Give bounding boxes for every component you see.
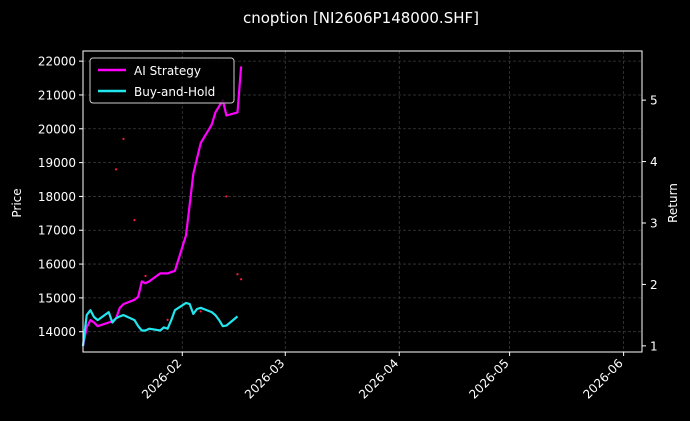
left-y-tick-label: 14000 bbox=[38, 325, 76, 339]
left-y-tick-label: 20000 bbox=[38, 122, 76, 136]
signal-marker bbox=[133, 219, 136, 222]
signal-marker bbox=[166, 318, 169, 321]
series-line-buy-and-hold bbox=[81, 301, 239, 347]
left-y-tick-label: 17000 bbox=[38, 224, 76, 238]
signal-marker bbox=[114, 168, 118, 171]
signal-marker bbox=[199, 310, 202, 313]
right-y-tick-label: 2 bbox=[650, 278, 658, 292]
signal-marker bbox=[240, 278, 243, 281]
signal-marker bbox=[225, 195, 228, 198]
left-axis-label: Price bbox=[10, 188, 24, 217]
right-y-tick-label: 1 bbox=[650, 339, 658, 353]
signal-marker bbox=[236, 273, 239, 276]
left-y-tick-label: 15000 bbox=[38, 291, 76, 305]
series-layer bbox=[81, 66, 243, 347]
left-y-tick-label: 19000 bbox=[38, 156, 76, 170]
plot-frame bbox=[82, 50, 643, 353]
right-axis: 1 2 3 4 5 bbox=[642, 94, 658, 353]
signal-marker bbox=[144, 274, 147, 278]
signal-marker bbox=[122, 137, 125, 141]
right-y-tick-label: 4 bbox=[650, 155, 658, 169]
left-y-tick-label: 18000 bbox=[38, 190, 76, 204]
left-y-tick-label: 21000 bbox=[38, 88, 76, 102]
right-axis-label: Return bbox=[666, 183, 680, 223]
left-y-tick-label: 16000 bbox=[38, 258, 76, 272]
left-axis: 14000 15000 16000 17000 18000 19000 20000 21000… bbox=[38, 55, 83, 339]
left-y-tick-label: 22000 bbox=[38, 55, 76, 69]
series-line-ai-strategy bbox=[81, 66, 243, 347]
chart-title: cnoption [NI2606P148000.SHF] bbox=[243, 9, 479, 27]
legend-label-ai-strategy: AI Strategy bbox=[134, 64, 201, 78]
right-y-tick-label: 3 bbox=[650, 217, 658, 231]
legend-label-buy-and-hold: Buy-and-Hold bbox=[134, 85, 215, 99]
right-y-tick-label: 5 bbox=[650, 94, 658, 108]
grid bbox=[83, 51, 642, 352]
legend: AI Strategy Buy-and-Hold bbox=[89, 57, 235, 104]
